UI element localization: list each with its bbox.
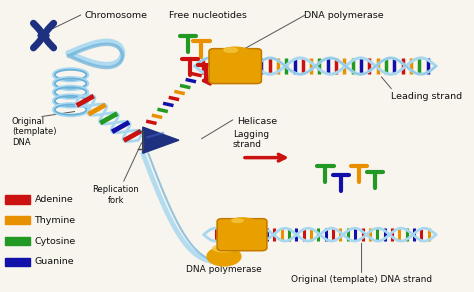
Text: Original (template) DNA strand: Original (template) DNA strand xyxy=(291,275,432,284)
Text: Lagging
strand: Lagging strand xyxy=(233,130,269,150)
Text: DNA polymerase: DNA polymerase xyxy=(186,265,262,274)
FancyBboxPatch shape xyxy=(8,238,28,244)
Text: Guanine: Guanine xyxy=(35,258,74,267)
Text: Cytosine: Cytosine xyxy=(35,237,76,246)
Text: Replication
fork: Replication fork xyxy=(92,185,139,205)
FancyBboxPatch shape xyxy=(8,259,28,265)
Text: Adenine: Adenine xyxy=(35,195,73,204)
FancyBboxPatch shape xyxy=(5,258,30,266)
Circle shape xyxy=(38,32,49,39)
FancyBboxPatch shape xyxy=(209,49,262,84)
FancyBboxPatch shape xyxy=(5,237,30,245)
Text: Leading strand: Leading strand xyxy=(391,92,462,101)
Ellipse shape xyxy=(207,247,241,266)
Text: Free nucleotides: Free nucleotides xyxy=(169,11,247,20)
FancyBboxPatch shape xyxy=(5,216,30,225)
Ellipse shape xyxy=(228,218,257,228)
Polygon shape xyxy=(143,127,179,153)
Ellipse shape xyxy=(219,47,251,59)
FancyBboxPatch shape xyxy=(8,217,28,223)
FancyBboxPatch shape xyxy=(8,196,28,202)
FancyBboxPatch shape xyxy=(217,219,267,251)
Text: Chromosome: Chromosome xyxy=(84,11,147,20)
Ellipse shape xyxy=(232,219,243,223)
Text: Helicase: Helicase xyxy=(237,117,278,126)
FancyBboxPatch shape xyxy=(5,195,30,204)
Text: Thymine: Thymine xyxy=(35,215,76,225)
Text: DNA polymerase: DNA polymerase xyxy=(304,11,383,20)
Ellipse shape xyxy=(224,48,237,52)
Ellipse shape xyxy=(213,245,235,252)
Text: Original
(template)
DNA: Original (template) DNA xyxy=(12,117,56,147)
